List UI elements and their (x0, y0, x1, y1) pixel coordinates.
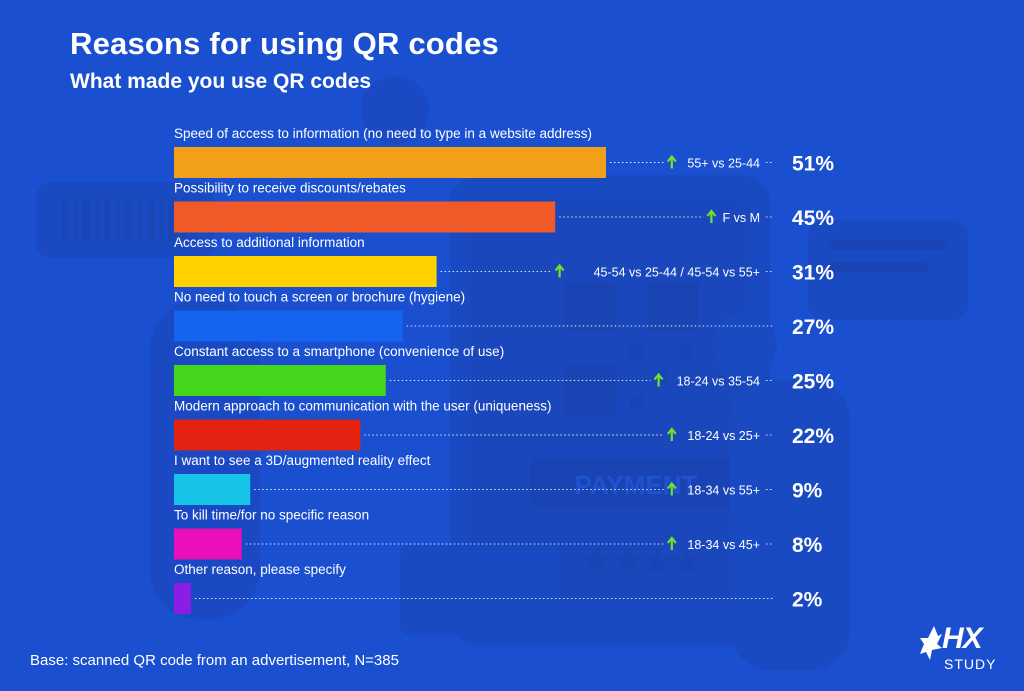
significance-note: 18-34 vs 45+ (687, 538, 760, 552)
payment-button-illustration (530, 458, 742, 508)
logo-wordmark: HX (942, 622, 983, 655)
category-label: I want to see a 3D/augmented reality eff… (174, 453, 431, 468)
rating-stars-illustration (582, 548, 702, 574)
value-label: 45% (792, 207, 834, 230)
footnote: Base: scanned QR code from an advertisem… (30, 652, 399, 669)
bar (174, 474, 251, 505)
value-label: 51% (792, 153, 834, 176)
bar (174, 310, 403, 342)
hx-study-logo: HX STUDY (920, 622, 1000, 678)
up-arrow-icon (706, 209, 717, 223)
value-label: 2% (792, 589, 823, 612)
value-label: 22% (792, 425, 834, 448)
value-label: 9% (792, 480, 823, 503)
chart-subtitle: What made you use QR codes (70, 70, 372, 93)
up-arrow-icon (554, 263, 565, 278)
category-label: Possibility to receive discounts/rebates (174, 181, 406, 196)
significance-note: 18-24 vs 25+ (687, 429, 760, 443)
card-illustration (400, 545, 560, 635)
value-label: 27% (792, 316, 834, 339)
up-arrow-icon (653, 372, 664, 387)
bar (174, 147, 606, 178)
up-arrow-icon (666, 481, 677, 496)
bar (174, 419, 361, 451)
significance-note: 18-24 vs 35-54 (677, 375, 760, 389)
value-label: 8% (792, 534, 823, 557)
bar (174, 528, 242, 560)
category-label: Other reason, please specify (174, 562, 346, 577)
logo-tagline: STUDY (944, 656, 997, 672)
bar (174, 365, 386, 396)
up-arrow-icon (666, 427, 677, 441)
significance-note: F vs M (723, 211, 761, 225)
up-arrow-icon (666, 536, 677, 550)
value-label: 25% (792, 371, 834, 394)
bar (174, 583, 191, 614)
significance-note: 18-34 vs 55+ (687, 484, 760, 498)
category-label: No need to touch a screen or brochure (h… (174, 290, 465, 305)
category-label: Constant access to a smartphone (conveni… (174, 344, 504, 359)
chart-title: Reasons for using QR codes (70, 26, 499, 61)
qr-code-icon (565, 282, 698, 415)
up-arrow-icon (666, 154, 677, 169)
category-label: Access to additional information (174, 235, 365, 250)
person-illustration (361, 76, 429, 144)
logo-star-icon (920, 626, 942, 660)
bar (174, 256, 437, 287)
significance-note: 45-54 vs 25-44 / 45-54 vs 55+ (594, 266, 760, 280)
category-label: Speed of access to information (no need … (174, 126, 592, 141)
category-label: To kill time/for no specific reason (174, 508, 369, 523)
svg-text:PAYMENT: PAYMENT (575, 470, 698, 500)
bar (174, 201, 556, 233)
category-label: Modern approach to communication with th… (174, 399, 551, 414)
value-label: 31% (792, 262, 834, 285)
significance-note: 55+ vs 25-44 (687, 157, 760, 171)
